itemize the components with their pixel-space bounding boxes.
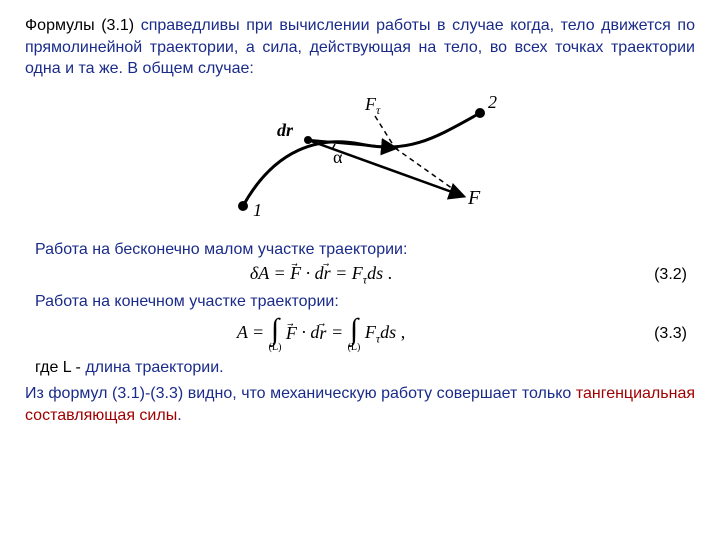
eq-3-2-num: (3.2) [617, 266, 695, 284]
trajectory-length-note: где L - длина траектории. [35, 359, 695, 377]
section-finite: Работа на конечном участке траектории: [35, 293, 695, 311]
eq-3-3-num: (3.3) [617, 325, 695, 343]
intro-pre: Формулы (3.1) [25, 17, 141, 34]
label-alpha: α [333, 147, 343, 167]
label-dr: dr [277, 120, 294, 140]
equation-3-2: δA = F · dr = Fτds . (3.2) [25, 263, 695, 288]
eq-3-3-body: A = ∫(L) F · dr = ∫(L) Fτds , [25, 315, 617, 353]
label-Ftau: Fτ [364, 94, 381, 117]
label-F: F [467, 187, 481, 209]
label-2: 2 [488, 92, 497, 112]
section-infinitesimal: Работа на бесконечно малом участке траек… [35, 241, 695, 259]
eq-3-2-body: δA = F · dr = Fτds . [25, 263, 617, 288]
conclusion-paragraph: Из формул (3.1)-(3.3) видно, что механич… [25, 383, 695, 426]
intro-paragraph: Формулы (3.1) справедливы при вычислении… [25, 15, 695, 80]
label-1: 1 [253, 200, 262, 220]
trajectory-diagram: 1 2 dr F Fτ α [25, 88, 695, 233]
equation-3-3: A = ∫(L) F · dr = ∫(L) Fτds , (3.3) [25, 315, 695, 353]
